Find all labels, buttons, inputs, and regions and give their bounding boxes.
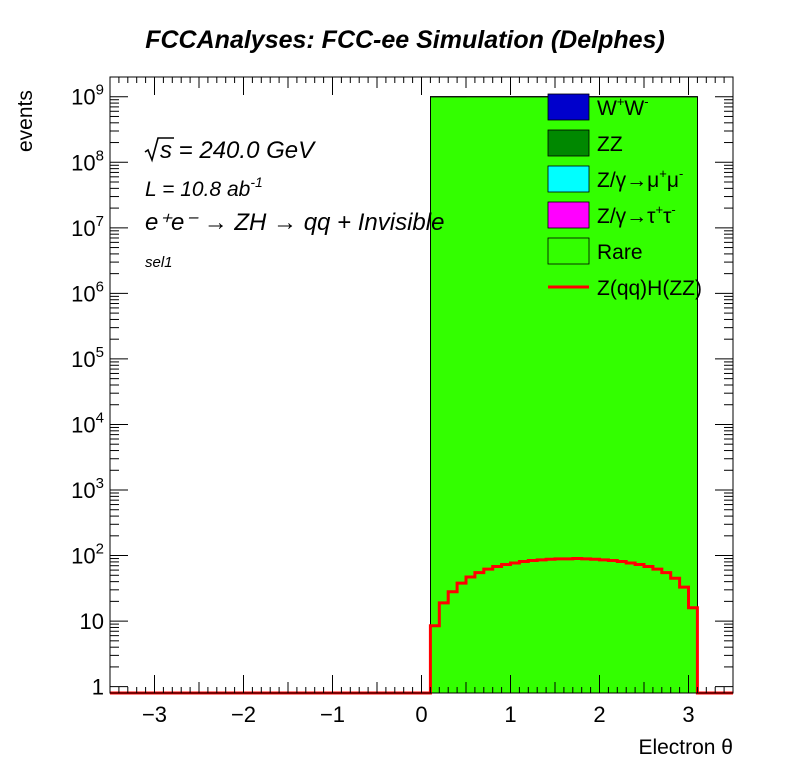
bar-rare xyxy=(430,96,440,694)
y-tick-label: 106 xyxy=(71,278,104,306)
legend-swatch xyxy=(547,237,590,265)
y-tick-label: 103 xyxy=(71,475,104,503)
x-tick-label: 0 xyxy=(415,702,427,727)
legend-label: Rare xyxy=(597,241,643,264)
bar-rare xyxy=(501,96,511,694)
bar-rare xyxy=(608,96,618,694)
bar-rare xyxy=(546,96,556,694)
bar-rare xyxy=(519,96,529,694)
bar-rare xyxy=(626,96,636,694)
legend-swatch xyxy=(547,165,590,193)
legend-label: W+W- xyxy=(597,94,649,120)
x-tick-label: −2 xyxy=(231,702,256,727)
bar-rare xyxy=(439,96,449,694)
bar-rare xyxy=(483,96,493,694)
y-tick-label: 107 xyxy=(71,213,104,241)
y-tick-label: 109 xyxy=(71,82,104,110)
y-tick-label: 102 xyxy=(71,541,104,569)
legend-swatch xyxy=(547,201,590,229)
bar-rare xyxy=(635,96,645,694)
bar-rare xyxy=(528,96,538,694)
chart-title: FCCAnalyses: FCC-ee Simulation (Delphes) xyxy=(145,26,665,54)
y-tick-label: 10 xyxy=(80,609,104,634)
legend-item: Z/γ→μ+μ- xyxy=(547,165,683,193)
legend-item: Z(qq)H(ZZ) xyxy=(548,277,702,300)
bar-rare xyxy=(652,96,663,694)
bar-rare xyxy=(644,96,654,694)
series-rare xyxy=(430,96,698,694)
lumi-sup: -1 xyxy=(250,174,262,190)
bar-rare xyxy=(537,96,547,694)
bar-rare xyxy=(572,96,582,694)
bar-rare xyxy=(688,96,698,694)
legend-swatch xyxy=(547,93,590,121)
legend-label: Z/γ→μ+μ- xyxy=(597,166,683,192)
legend-label: Z(qq)H(ZZ) xyxy=(597,277,702,300)
annotation-lumi: L = 10.8 ab-1 xyxy=(145,174,263,201)
x-tick-label: −3 xyxy=(142,702,167,727)
bar-rare xyxy=(448,96,458,694)
y-axis-title: events xyxy=(14,90,37,152)
annotation-selection: sel1 xyxy=(145,254,173,271)
legend-item: Z/γ→τ+τ- xyxy=(547,201,676,229)
plot-area xyxy=(110,96,733,695)
bar-rare xyxy=(581,96,591,694)
x-tick-label: −1 xyxy=(320,702,345,727)
bar-rare xyxy=(474,96,485,694)
bar-rare xyxy=(670,96,680,694)
x-tick-label: 3 xyxy=(682,702,694,727)
y-tick-label: 105 xyxy=(71,344,104,372)
lumi-prefix: L = 10.8 ab xyxy=(145,178,251,201)
legend-label: ZZ xyxy=(597,133,623,156)
legend-item: ZZ xyxy=(547,129,623,157)
legend-item: Rare xyxy=(547,237,643,265)
x-tick-label: 1 xyxy=(504,702,516,727)
legend-swatch xyxy=(547,129,590,157)
x-axis: −3 −2 −1 0 1 2 3 xyxy=(109,77,734,727)
bar-rare xyxy=(555,96,565,694)
bar-rare xyxy=(599,96,609,694)
bar-rare xyxy=(590,96,600,694)
y-tick-label: 1 xyxy=(92,675,104,700)
legend: W+W- ZZ Z/γ→μ+μ- Z/γ→τ+τ- Rare Z(qq)H(ZZ) xyxy=(547,93,702,300)
legend-label: Z/γ→τ+τ- xyxy=(597,202,676,228)
annotation-sqrt-s: s = 240.0 GeV xyxy=(144,137,316,164)
bar-rare xyxy=(510,96,520,694)
bar-rare xyxy=(661,96,671,694)
sqrt-s-text: s = 240.0 GeV xyxy=(160,137,316,164)
bar-rare xyxy=(457,96,467,694)
bar-rare xyxy=(679,96,689,694)
series-signal-line xyxy=(110,557,733,695)
bar-rare xyxy=(492,96,502,694)
y-tick-label: 104 xyxy=(71,409,104,437)
annotation-process: e⁺e⁻ → ZH → qq + Invisible xyxy=(145,209,444,236)
bar-rare xyxy=(466,96,476,694)
bar-rare xyxy=(563,96,574,694)
sqrt-symbol xyxy=(144,137,174,163)
legend-item: W+W- xyxy=(547,93,649,121)
y-tick-label: 108 xyxy=(71,147,104,175)
y-axis: 1 10 102 103 104 105 106 107 108 109 xyxy=(71,76,733,700)
bar-rare xyxy=(617,96,627,694)
x-tick-label: 2 xyxy=(593,702,605,727)
x-axis-title: Electron θ xyxy=(638,736,733,759)
